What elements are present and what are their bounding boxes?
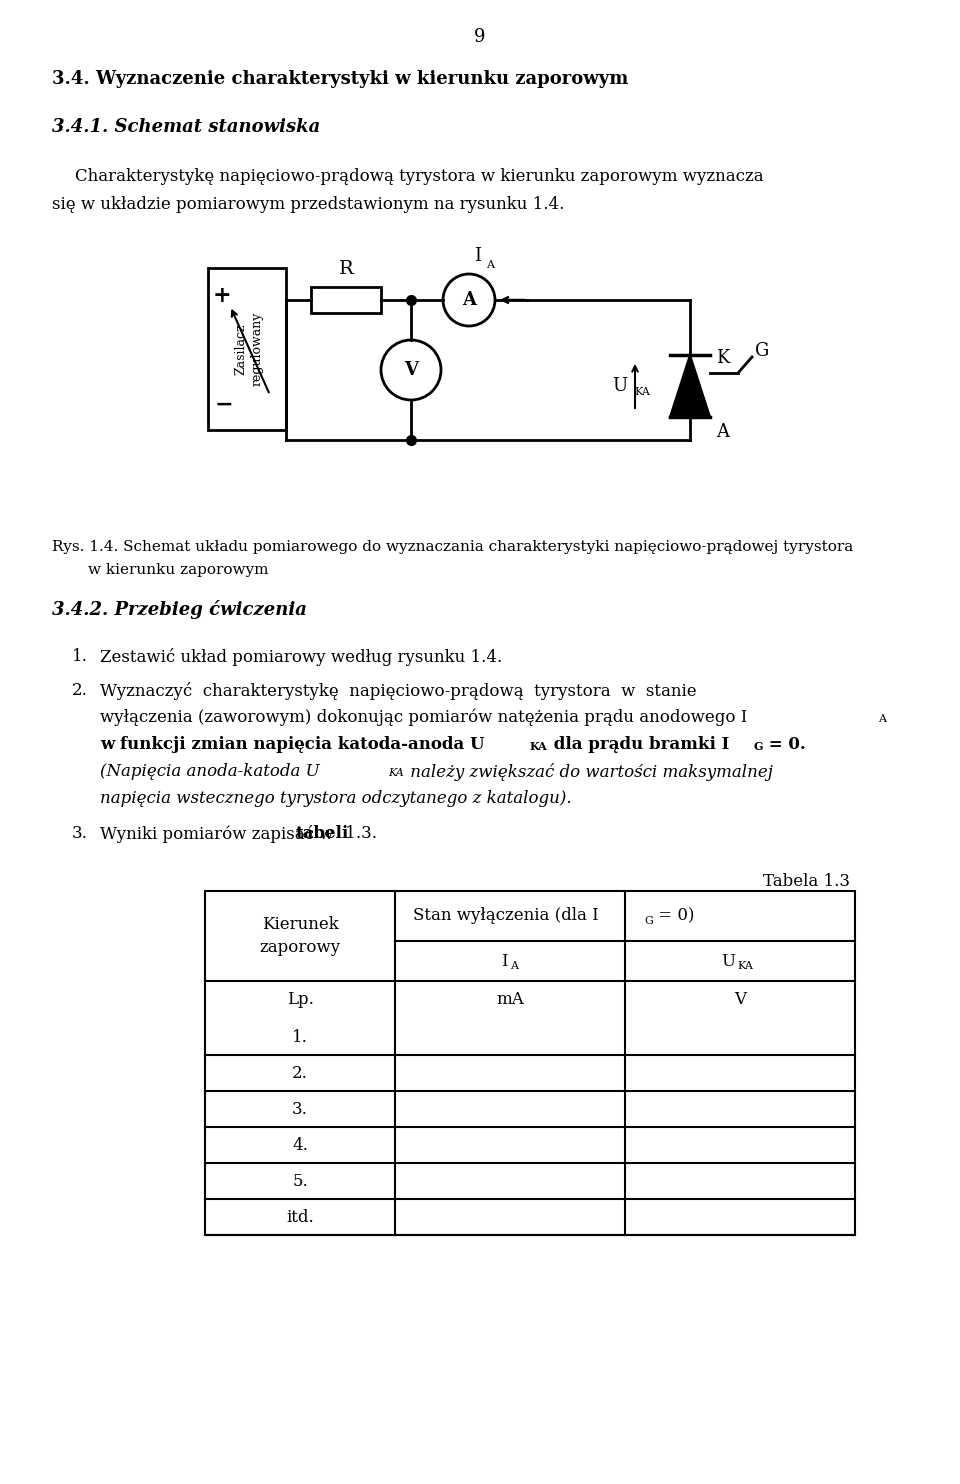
Polygon shape — [670, 355, 710, 417]
Text: G: G — [755, 341, 769, 361]
Text: 1.: 1. — [72, 649, 88, 665]
Text: 9: 9 — [474, 28, 486, 46]
Circle shape — [381, 340, 441, 401]
Text: = 0): = 0) — [653, 908, 694, 925]
Bar — [208, 269, 286, 430]
Text: w funkcji zmian napięcia katoda-anoda U: w funkcji zmian napięcia katoda-anoda U — [100, 736, 485, 752]
Text: 5.: 5. — [292, 1172, 308, 1190]
Text: 3.4.1. Schemat stanowiska: 3.4.1. Schemat stanowiska — [52, 119, 321, 137]
Text: w kierunku zaporowym: w kierunku zaporowym — [88, 562, 269, 577]
Text: Tabela 1.3: Tabela 1.3 — [763, 873, 850, 890]
Text: +: + — [213, 285, 231, 307]
Text: = 0.: = 0. — [763, 736, 805, 752]
Text: 3.: 3. — [72, 825, 88, 841]
Text: 3.4. Wyznaczenie charakterystyki w kierunku zaporowym: 3.4. Wyznaczenie charakterystyki w kieru… — [52, 70, 629, 88]
Text: 3.4.2. Przebieg ćwiczenia: 3.4.2. Przebieg ćwiczenia — [52, 600, 307, 619]
Text: tabeli: tabeli — [296, 825, 349, 841]
Text: U: U — [612, 377, 627, 395]
Text: R: R — [339, 260, 353, 278]
Text: się w układzie pomiarowym przedstawionym na rysunku 1.4.: się w układzie pomiarowym przedstawionym… — [52, 196, 564, 214]
Text: U: U — [721, 953, 735, 969]
Text: dla prądu bramki I: dla prądu bramki I — [548, 736, 730, 752]
Text: Stan wyłączenia (dla I: Stan wyłączenia (dla I — [413, 908, 599, 925]
Bar — [205, 890, 855, 1235]
Text: V: V — [404, 361, 418, 378]
Text: G: G — [753, 741, 762, 752]
Text: Zasilacz
regulowany: Zasilacz regulowany — [234, 312, 264, 386]
Text: A: A — [878, 714, 886, 724]
Text: −: − — [215, 393, 233, 416]
Text: Kierunek
zaporowy: Kierunek zaporowy — [259, 916, 341, 956]
Text: KA: KA — [634, 387, 650, 398]
Text: I: I — [474, 246, 481, 266]
Text: A: A — [716, 423, 729, 441]
Text: I: I — [501, 953, 508, 969]
Text: KA: KA — [388, 769, 404, 778]
Text: Wyniki pomiarów zapisać w: Wyniki pomiarów zapisać w — [100, 825, 339, 843]
Text: 3.: 3. — [292, 1101, 308, 1117]
Text: 2.: 2. — [292, 1064, 308, 1082]
Text: G: G — [644, 916, 653, 926]
Circle shape — [443, 275, 495, 326]
Text: wyłączenia (zaworowym) dokonując pomiarów natężenia prądu anodowego I: wyłączenia (zaworowym) dokonując pomiaró… — [100, 709, 748, 727]
Bar — [311, 286, 381, 313]
Text: KA: KA — [737, 962, 753, 971]
Text: należy zwiększać do wartości maksymalnej: należy zwiększać do wartości maksymalnej — [405, 763, 773, 781]
Text: A: A — [486, 260, 494, 270]
Text: napięcia wstecznego tyrystora odczytanego z katalogu).: napięcia wstecznego tyrystora odczytaneg… — [100, 789, 571, 807]
Text: K: K — [716, 349, 730, 367]
Text: KA: KA — [530, 741, 548, 752]
Text: mA: mA — [496, 991, 524, 1009]
Text: Lp.: Lp. — [287, 991, 313, 1009]
Text: V: V — [734, 991, 746, 1009]
Text: Rys. 1.4. Schemat układu pomiarowego do wyznaczania charakterystyki napięciowo-p: Rys. 1.4. Schemat układu pomiarowego do … — [52, 540, 853, 554]
Text: 1.: 1. — [292, 1028, 308, 1046]
Text: Zestawić układ pomiarowy według rysunku 1.4.: Zestawić układ pomiarowy według rysunku … — [100, 649, 502, 666]
Text: Charakterystykę napięciowo-prądową tyrystora w kierunku zaporowym wyznacza: Charakterystykę napięciowo-prądową tyrys… — [75, 168, 763, 186]
Text: itd.: itd. — [286, 1208, 314, 1226]
Text: Wyznaczyć  charakterystykę  napięciowo-prądową  tyrystora  w  stanie: Wyznaczyć charakterystykę napięciowo-prą… — [100, 683, 697, 700]
Text: A: A — [462, 291, 476, 309]
Text: 1.3.: 1.3. — [340, 825, 377, 841]
Text: (Napięcia anoda-katoda U: (Napięcia anoda-katoda U — [100, 763, 320, 781]
Text: 2.: 2. — [72, 683, 88, 699]
Text: A: A — [510, 962, 518, 971]
Text: 4.: 4. — [292, 1137, 308, 1153]
